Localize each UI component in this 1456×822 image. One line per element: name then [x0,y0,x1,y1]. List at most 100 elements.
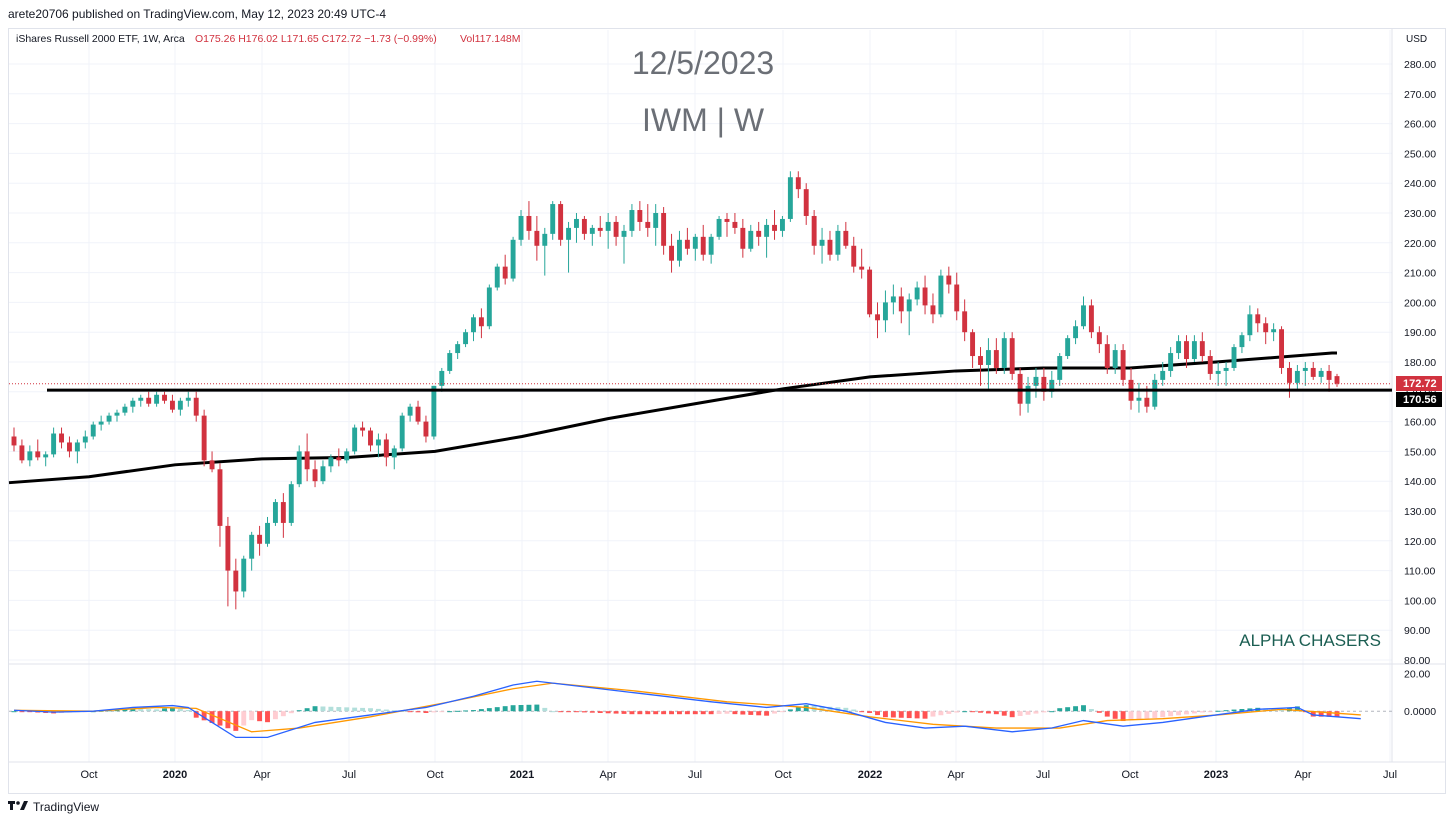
support-price-label-text: 170.56 [1403,394,1437,406]
candle-body [700,236,706,255]
candle-body [803,189,809,216]
price-tick-6: 140.00 [1404,476,1436,488]
candle-body [637,210,643,222]
candle-48 [391,445,397,470]
candle-body [201,415,207,461]
candle-body [518,215,524,240]
candle-71 [574,213,579,243]
candle-body [257,534,263,544]
macd-hist-bar-146 [1168,711,1174,717]
candle-body [645,221,651,228]
macd-hist-bar-88 [708,711,714,715]
candle-161 [1287,362,1292,398]
candle-body [1334,376,1340,384]
candle-body [677,239,682,261]
macd-hist-bar-97 [779,711,785,713]
candle-128 [1025,376,1031,413]
candle-body [288,484,294,523]
macd-hist-bar-124 [993,711,999,715]
macd-hist-bar-80 [645,711,651,715]
macd-hist-bar-35 [288,711,294,714]
candle-37 [304,433,310,482]
candle-body [566,227,572,240]
candle-body [90,424,96,437]
candle-21 [177,397,183,416]
macd-hist-bar-121 [970,711,976,713]
candle-body [1136,397,1142,401]
candle-body [843,230,849,246]
candle-5 [51,427,57,458]
candle-body [692,236,698,249]
candle-163 [1302,362,1308,386]
macd-hist-bar-24 [201,711,207,721]
candle-body [859,266,865,270]
macd-signal-line [13,682,1361,733]
candle-104 [835,224,841,261]
macd-hist-bar-60 [486,708,492,712]
candle-body [708,236,714,255]
macd-hist-bar-148 [1184,711,1189,715]
macd-hist-bar-118 [946,711,952,714]
time-axis[interactable]: Oct 2020 Apr Jul Oct 2021 Apr Jul Oct 2022 Apr Jul O… [80,769,1397,781]
candle-27 [225,516,231,607]
macd-hist-bar-112 [898,711,904,718]
macd-hist-bar-2 [27,711,33,713]
candle-164 [1310,362,1316,380]
candle-body [898,296,904,312]
macd-hist-bar-106 [851,709,857,712]
macd-hist-bar-40 [328,706,334,712]
candle-body [35,451,41,458]
macd-hist-bar-82 [661,711,667,715]
macd-hist-bar-58 [471,710,476,712]
time-tick-0: Oct [80,769,97,781]
candle-body [605,221,611,231]
candle-body [1207,356,1213,374]
candle-body [621,230,627,237]
candle-body [1033,376,1039,386]
macd-hist-bar-155 [1239,708,1245,712]
price-tick-7: 150.00 [1404,446,1436,458]
candle-152 [1215,362,1221,386]
candle-body [1184,341,1189,360]
candle-110 [882,290,888,333]
price-tick-11: 190.00 [1404,327,1436,339]
candle-62 [502,254,508,285]
macd-hist-bar-43 [352,707,358,712]
price-tick-15: 230.00 [1404,208,1436,220]
candle-body [146,397,152,404]
candle-body [542,233,548,246]
candle-135 [1081,296,1086,330]
candle-14 [122,403,128,416]
candle-154 [1231,344,1237,371]
price-tick-2: 100.00 [1404,595,1436,607]
candle-150 [1199,332,1205,362]
price-axis[interactable]: 80.00 90.00 100.00 110.00 120.00 130.00 140.00… [1404,59,1436,667]
candle-95 [764,218,770,258]
candle-body [653,213,659,228]
chart-frame[interactable] [8,28,1446,794]
candle-body [455,344,461,354]
candle-body [534,230,540,246]
candle-body [1049,379,1055,392]
candle-133 [1065,335,1071,360]
candle-body [1057,356,1063,380]
candle-165 [1318,367,1324,383]
candle-body [233,570,239,592]
candle-body [835,230,841,255]
candle-38 [312,460,318,488]
candle-body [1041,376,1047,392]
macd-hist-bar-93 [748,711,754,715]
candle-body [169,400,175,410]
legend-volume: Vol117.148M [460,33,521,45]
candle-67 [542,227,548,276]
candle-127 [1017,367,1023,416]
candle-111 [890,284,896,315]
time-tick-10: Apr [947,769,964,781]
candle-6 [59,427,64,449]
macd-hist-bar-75 [605,711,611,714]
candle-body [1104,344,1110,368]
time-tick-1: 2020 [163,769,187,781]
time-tick-8: Oct [774,769,791,781]
candle-45 [368,427,373,452]
